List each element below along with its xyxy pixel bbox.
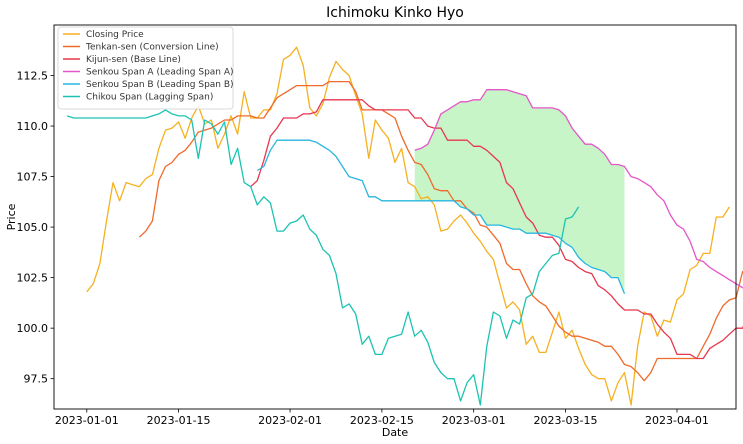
y-tick-label-4: 107.5	[17, 171, 49, 184]
series-line-0	[86, 46, 730, 406]
plot-frame	[53, 24, 737, 410]
chart-title: Ichimoku Kinko Hyo	[326, 5, 464, 21]
y-tick-label-6: 112.5	[17, 70, 49, 83]
legend-label-0: Closing Price	[86, 30, 144, 40]
x-tick-label-3: 2023-02-15	[350, 414, 414, 427]
x-tick-label-2: 2023-02-01	[258, 414, 322, 427]
y-tick-label-0: 97.5	[24, 373, 49, 386]
axes	[53, 24, 737, 410]
kumo-cloud-fill	[414, 89, 625, 294]
y-tick-label-2: 102.5	[17, 272, 49, 285]
y-tick-label-1: 100.0	[17, 322, 49, 335]
series-line-5	[66, 109, 580, 406]
x-tick-label-4: 2023-03-01	[442, 414, 506, 427]
x-tick-label-0: 2023-01-01	[55, 414, 119, 427]
x-tick-label-1: 2023-01-15	[147, 414, 211, 427]
y-tick-label-3: 105.0	[17, 221, 49, 234]
legend-label-2: Kijun-sen (Base Line)	[86, 55, 181, 65]
legend-label-5: Chikou Span (Lagging Span)	[86, 93, 213, 103]
x-tick-label-6: 2023-04-01	[645, 414, 709, 427]
y-axis-ticks: 97.5 100.0 102.5 105.0 107.5 110.0 112.5	[17, 70, 54, 386]
x-axis-title: Date	[382, 426, 409, 439]
legend-box	[57, 26, 234, 110]
legend-label-4: Senkou Span B (Leading Span B)	[86, 80, 234, 90]
x-axis-ticks: 2023-01-01 2023-01-15 2023-02-01 2023-02-15…	[55, 409, 709, 427]
x-tick-label-5: 2023-03-15	[534, 414, 598, 427]
kumo-cloud	[414, 89, 625, 294]
series-line-3	[414, 89, 743, 289]
series-line-4	[256, 139, 626, 295]
legend-label-1: Tenkan-sen (Conversion Line)	[85, 43, 219, 53]
series-line-2	[250, 99, 743, 360]
series-line-1	[138, 80, 743, 382]
series-lines	[66, 46, 743, 406]
legend: Closing Price Tenkan-sen (Conversion Line…	[57, 26, 234, 110]
y-tick-label-5: 110.0	[17, 120, 49, 133]
y-axis-title: Price	[5, 203, 18, 230]
legend-label-3: Senkou Span A (Leading Span A)	[86, 68, 234, 78]
